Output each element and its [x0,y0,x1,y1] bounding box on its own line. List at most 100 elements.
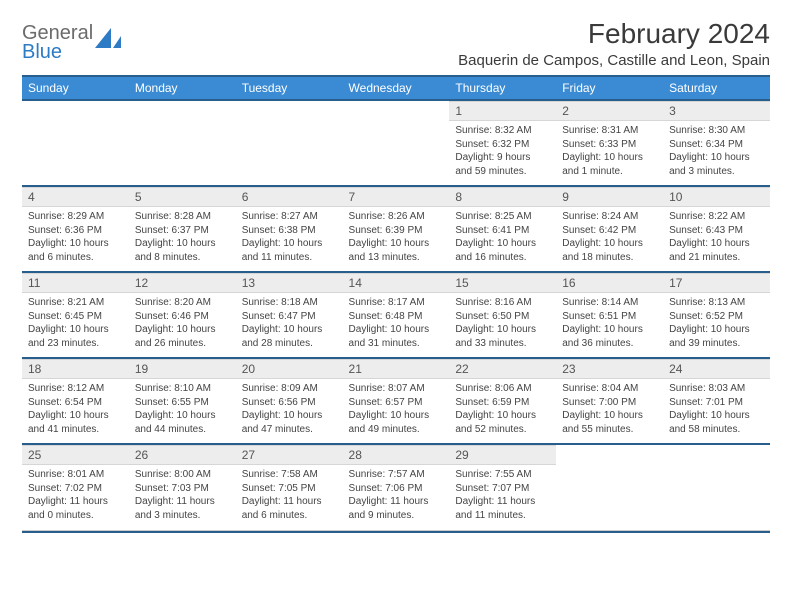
daylight-line: Daylight: 10 hours [669,409,764,423]
location: Baquerin de Campos, Castille and Leon, S… [458,52,770,69]
day-number: 15 [449,273,556,293]
day-number: 25 [22,445,129,465]
weekday-header: Saturday [663,76,770,100]
daylight-line: Daylight: 10 hours [135,323,230,337]
calendar-cell [22,100,129,186]
calendar-cell: 7Sunrise: 8:26 AMSunset: 6:39 PMDaylight… [343,186,450,272]
sunset-line: Sunset: 6:45 PM [28,310,123,324]
calendar-week-row: 25Sunrise: 8:01 AMSunset: 7:02 PMDayligh… [22,444,770,530]
day-body: Sunrise: 8:25 AMSunset: 6:41 PMDaylight:… [449,207,556,268]
calendar-cell: 12Sunrise: 8:20 AMSunset: 6:46 PMDayligh… [129,272,236,358]
calendar-cell: 15Sunrise: 8:16 AMSunset: 6:50 PMDayligh… [449,272,556,358]
calendar-cell [556,444,663,530]
day-number: 28 [343,445,450,465]
calendar-cell: 6Sunrise: 8:27 AMSunset: 6:38 PMDaylight… [236,186,343,272]
sunrise-line: Sunrise: 8:06 AM [455,382,550,396]
calendar-cell: 2Sunrise: 8:31 AMSunset: 6:33 PMDaylight… [556,100,663,186]
weekday-header: Thursday [449,76,556,100]
calendar-cell [129,100,236,186]
day-number: 12 [129,273,236,293]
sunrise-line: Sunrise: 8:14 AM [562,296,657,310]
calendar-cell: 22Sunrise: 8:06 AMSunset: 6:59 PMDayligh… [449,358,556,444]
calendar-cell: 20Sunrise: 8:09 AMSunset: 6:56 PMDayligh… [236,358,343,444]
day-body: Sunrise: 7:55 AMSunset: 7:07 PMDaylight:… [449,465,556,526]
title-block: February 2024 Baquerin de Campos, Castil… [458,18,770,69]
weekday-header: Tuesday [236,76,343,100]
day-body: Sunrise: 8:13 AMSunset: 6:52 PMDaylight:… [663,293,770,354]
sunset-line: Sunset: 6:54 PM [28,396,123,410]
calendar-cell: 8Sunrise: 8:25 AMSunset: 6:41 PMDaylight… [449,186,556,272]
daylight-line: and 55 minutes. [562,423,657,437]
sunrise-line: Sunrise: 8:26 AM [349,210,444,224]
day-body: Sunrise: 8:22 AMSunset: 6:43 PMDaylight:… [663,207,770,268]
daylight-line: Daylight: 10 hours [242,409,337,423]
day-body: Sunrise: 8:14 AMSunset: 6:51 PMDaylight:… [556,293,663,354]
sunset-line: Sunset: 6:46 PM [135,310,230,324]
day-number: 2 [556,101,663,121]
day-number: 23 [556,359,663,379]
day-body: Sunrise: 8:18 AMSunset: 6:47 PMDaylight:… [236,293,343,354]
sunset-line: Sunset: 6:34 PM [669,138,764,152]
sunrise-line: Sunrise: 7:57 AM [349,468,444,482]
sunrise-line: Sunrise: 8:25 AM [455,210,550,224]
day-number: 19 [129,359,236,379]
day-number: 22 [449,359,556,379]
day-body: Sunrise: 8:20 AMSunset: 6:46 PMDaylight:… [129,293,236,354]
calendar-cell: 17Sunrise: 8:13 AMSunset: 6:52 PMDayligh… [663,272,770,358]
daylight-line: Daylight: 10 hours [349,237,444,251]
day-body: Sunrise: 8:27 AMSunset: 6:38 PMDaylight:… [236,207,343,268]
daylight-line: and 16 minutes. [455,251,550,265]
daylight-line: and 28 minutes. [242,337,337,351]
logo: General Blue [22,22,121,64]
daylight-line: and 18 minutes. [562,251,657,265]
day-body: Sunrise: 8:12 AMSunset: 6:54 PMDaylight:… [22,379,129,440]
sunrise-line: Sunrise: 8:31 AM [562,124,657,138]
day-body: Sunrise: 8:07 AMSunset: 6:57 PMDaylight:… [343,379,450,440]
day-body: Sunrise: 8:21 AMSunset: 6:45 PMDaylight:… [22,293,129,354]
daylight-line: and 44 minutes. [135,423,230,437]
daylight-line: Daylight: 10 hours [669,237,764,251]
daylight-line: and 26 minutes. [135,337,230,351]
day-number: 24 [663,359,770,379]
day-number: 17 [663,273,770,293]
sunset-line: Sunset: 7:06 PM [349,482,444,496]
daylight-line: and 47 minutes. [242,423,337,437]
daylight-line: and 11 minutes. [455,509,550,523]
calendar-cell: 28Sunrise: 7:57 AMSunset: 7:06 PMDayligh… [343,444,450,530]
calendar-body: 1Sunrise: 8:32 AMSunset: 6:32 PMDaylight… [22,100,770,530]
logo-word2: Blue [22,41,93,64]
daylight-line: Daylight: 10 hours [28,323,123,337]
daylight-line: Daylight: 10 hours [135,409,230,423]
daylight-line: Daylight: 10 hours [135,237,230,251]
daylight-line: and 11 minutes. [242,251,337,265]
day-number: 5 [129,187,236,207]
sunrise-line: Sunrise: 8:18 AM [242,296,337,310]
calendar-cell: 24Sunrise: 8:03 AMSunset: 7:01 PMDayligh… [663,358,770,444]
weekday-header: Wednesday [343,76,450,100]
calendar-cell: 3Sunrise: 8:30 AMSunset: 6:34 PMDaylight… [663,100,770,186]
calendar-cell: 26Sunrise: 8:00 AMSunset: 7:03 PMDayligh… [129,444,236,530]
daylight-line: and 58 minutes. [669,423,764,437]
daylight-line: Daylight: 10 hours [562,237,657,251]
daylight-line: Daylight: 10 hours [28,409,123,423]
daylight-line: Daylight: 10 hours [562,151,657,165]
sunset-line: Sunset: 6:32 PM [455,138,550,152]
daylight-line: and 3 minutes. [669,165,764,179]
day-body: Sunrise: 8:00 AMSunset: 7:03 PMDaylight:… [129,465,236,526]
day-body: Sunrise: 8:17 AMSunset: 6:48 PMDaylight:… [343,293,450,354]
sunrise-line: Sunrise: 8:07 AM [349,382,444,396]
daylight-line: and 6 minutes. [28,251,123,265]
sunrise-line: Sunrise: 8:12 AM [28,382,123,396]
calendar-cell [236,100,343,186]
day-number: 20 [236,359,343,379]
day-body: Sunrise: 8:30 AMSunset: 6:34 PMDaylight:… [663,121,770,182]
calendar-cell: 5Sunrise: 8:28 AMSunset: 6:37 PMDaylight… [129,186,236,272]
day-number: 26 [129,445,236,465]
daylight-line: and 8 minutes. [135,251,230,265]
day-body: Sunrise: 8:09 AMSunset: 6:56 PMDaylight:… [236,379,343,440]
daylight-line: Daylight: 10 hours [669,323,764,337]
sunset-line: Sunset: 6:52 PM [669,310,764,324]
sunrise-line: Sunrise: 8:01 AM [28,468,123,482]
sunrise-line: Sunrise: 8:28 AM [135,210,230,224]
day-number: 21 [343,359,450,379]
